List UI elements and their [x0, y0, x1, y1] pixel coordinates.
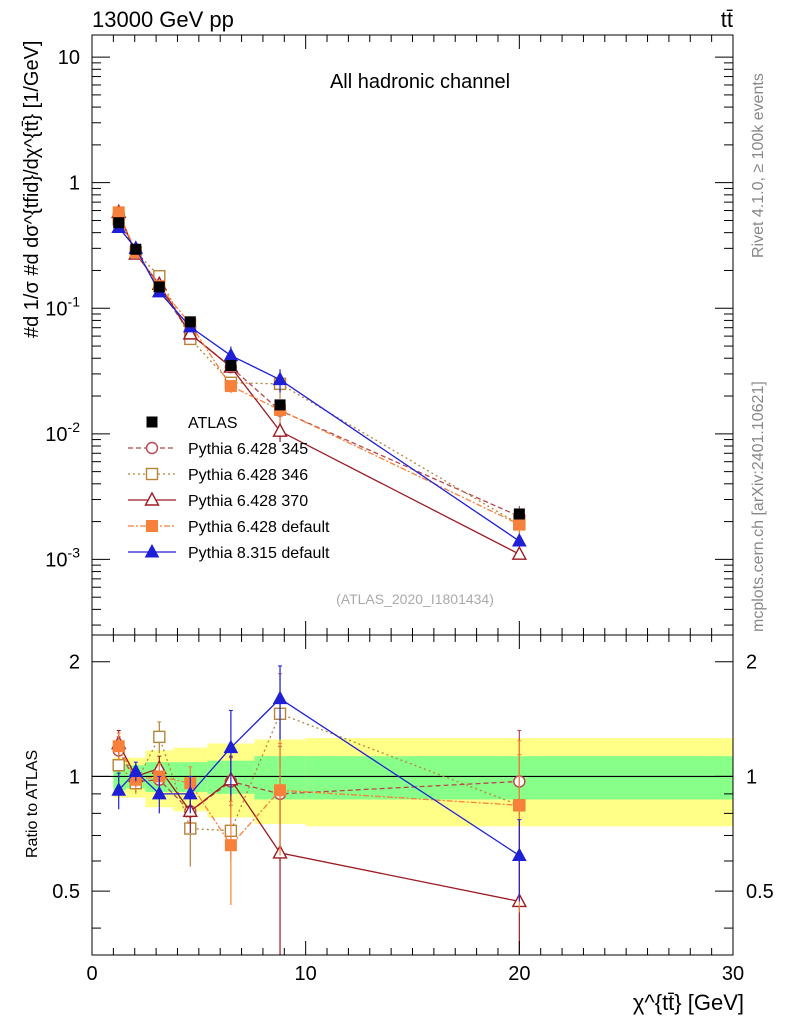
series-point-pythia-6-428-default [224, 380, 237, 393]
legend-label: Pythia 8.315 default [188, 545, 330, 562]
y-tick-label: 1 [69, 173, 80, 195]
legend-marker [146, 416, 158, 428]
reference-point-atlas [153, 281, 165, 293]
reference-point-atlas [513, 508, 525, 520]
ratio-point-pythia-6-428-346 [153, 730, 166, 744]
ratio-y-tick-label-left: 1 [69, 766, 80, 788]
legend-label: Pythia 6.428 370 [188, 493, 308, 510]
ratio-y-tick-label-left: 0.5 [52, 881, 80, 903]
series-point-pythia-6-428-default [112, 206, 125, 219]
legend-marker [145, 467, 159, 481]
ratio-y-axis-label: Ratio to ATLAS [24, 750, 41, 858]
ratio-point-pythia-8-315-default [151, 785, 167, 800]
rivet-version-label: Rivet 4.1.0, ≥ 100k events [750, 73, 767, 258]
x-tick-label: 0 [86, 963, 97, 985]
x-tick-label: 30 [722, 963, 744, 985]
legend: ATLAS Pythia 6.428 345 Pythia 6.428 346 Pyt… [128, 415, 330, 562]
series-line-pythia-6-428-370 [118, 212, 520, 555]
y-tick-label: 10-3 [45, 544, 80, 571]
ratio-y-tick-label-right: 1 [746, 766, 757, 788]
series-line-pythia-6-428-345 [118, 214, 520, 517]
y-tick-label: 10-2 [45, 419, 80, 446]
ratio-point-pythia-8-315-default [272, 690, 288, 705]
series-point-pythia-6-428-370 [272, 422, 288, 437]
header-right: tt̄ [721, 7, 733, 32]
ratio-point-pythia-6-428-346 [112, 759, 125, 772]
ratio-point-pythia-8-315-default [111, 782, 127, 796]
x-tick-label: 20 [508, 963, 530, 985]
legend-label: ATLAS [188, 415, 238, 432]
reference-point-atlas [225, 360, 237, 372]
series-point-pythia-6-428-370 [511, 545, 528, 560]
ratio-point-pythia-6-428-default [112, 740, 125, 753]
series-point-pythia-6-428-default [513, 518, 526, 531]
ratio-point-pythia-6-428-default [224, 839, 237, 852]
reference-point-atlas [274, 399, 286, 411]
ratio-y-tick-label-right: 0.5 [746, 881, 774, 903]
mcplots-label: mcplots.cern.ch [arXiv:2401.10621] [750, 381, 767, 632]
series-point-pythia-8-315-default [223, 347, 239, 362]
reference-point-atlas [184, 316, 196, 328]
y-tick-label: 10 [58, 47, 80, 69]
ratio-point-pythia-8-315-default [511, 847, 527, 862]
x-axis-label: χ^{tt̄} [GeV] [633, 990, 744, 1015]
legend-label: Pythia 6.428 345 [188, 441, 308, 458]
ratio-y-tick-label-left: 2 [69, 652, 80, 674]
ratio-y-tick-label-right: 2 [746, 652, 757, 674]
ratio-point-pythia-6-428-default [274, 784, 287, 797]
ratio-frame [91, 634, 734, 956]
ratio-point-pythia-8-315-default [223, 739, 239, 754]
ratio-axes-layer: 0 10 20 30 0.5 0.5 1 1 2 2 [52, 635, 774, 985]
series-point-pythia-8-315-default [511, 532, 527, 547]
series-line-pythia-8-315-default [118, 227, 520, 542]
series-point-pythia-8-315-default [272, 371, 288, 386]
main-series-layer [111, 203, 528, 560]
reference-point-atlas [130, 243, 142, 255]
header-left: 13000 GeV pp [92, 7, 234, 32]
reference-point-atlas [113, 217, 125, 229]
series-line-pythia-6-428-346 [118, 219, 520, 525]
legend-marker [144, 543, 160, 558]
series-point-pythia-6-428-370 [182, 325, 198, 340]
legend-label: Pythia 6.428 346 [188, 467, 308, 484]
ratio-series-layer [111, 665, 528, 955]
main-axes-layer: 10-3 10-2 10-1 1 10 [45, 35, 734, 635]
x-tick-label: 10 [295, 963, 317, 985]
y-axis-label: #d 1/σ #d dσ^{tfid}/dχ^{tt̄} [1/GeV] [21, 41, 43, 338]
series-line-pythia-6-428-default [118, 212, 520, 525]
analysis-label: (ATLAS_2020_I1801434) [336, 591, 494, 607]
legend-label: Pythia 6.428 default [188, 519, 330, 536]
ratio-point-pythia-6-428-default [513, 799, 526, 812]
legend-marker [144, 491, 160, 506]
legend-marker [145, 441, 159, 455]
ratio-point-pythia-8-315-default [128, 763, 144, 778]
y-tick-label: 10-1 [45, 293, 80, 320]
ratio-point-pythia-8-315-default [182, 785, 198, 800]
chart-title: All hadronic channel [330, 71, 510, 93]
legend-marker [146, 520, 158, 532]
